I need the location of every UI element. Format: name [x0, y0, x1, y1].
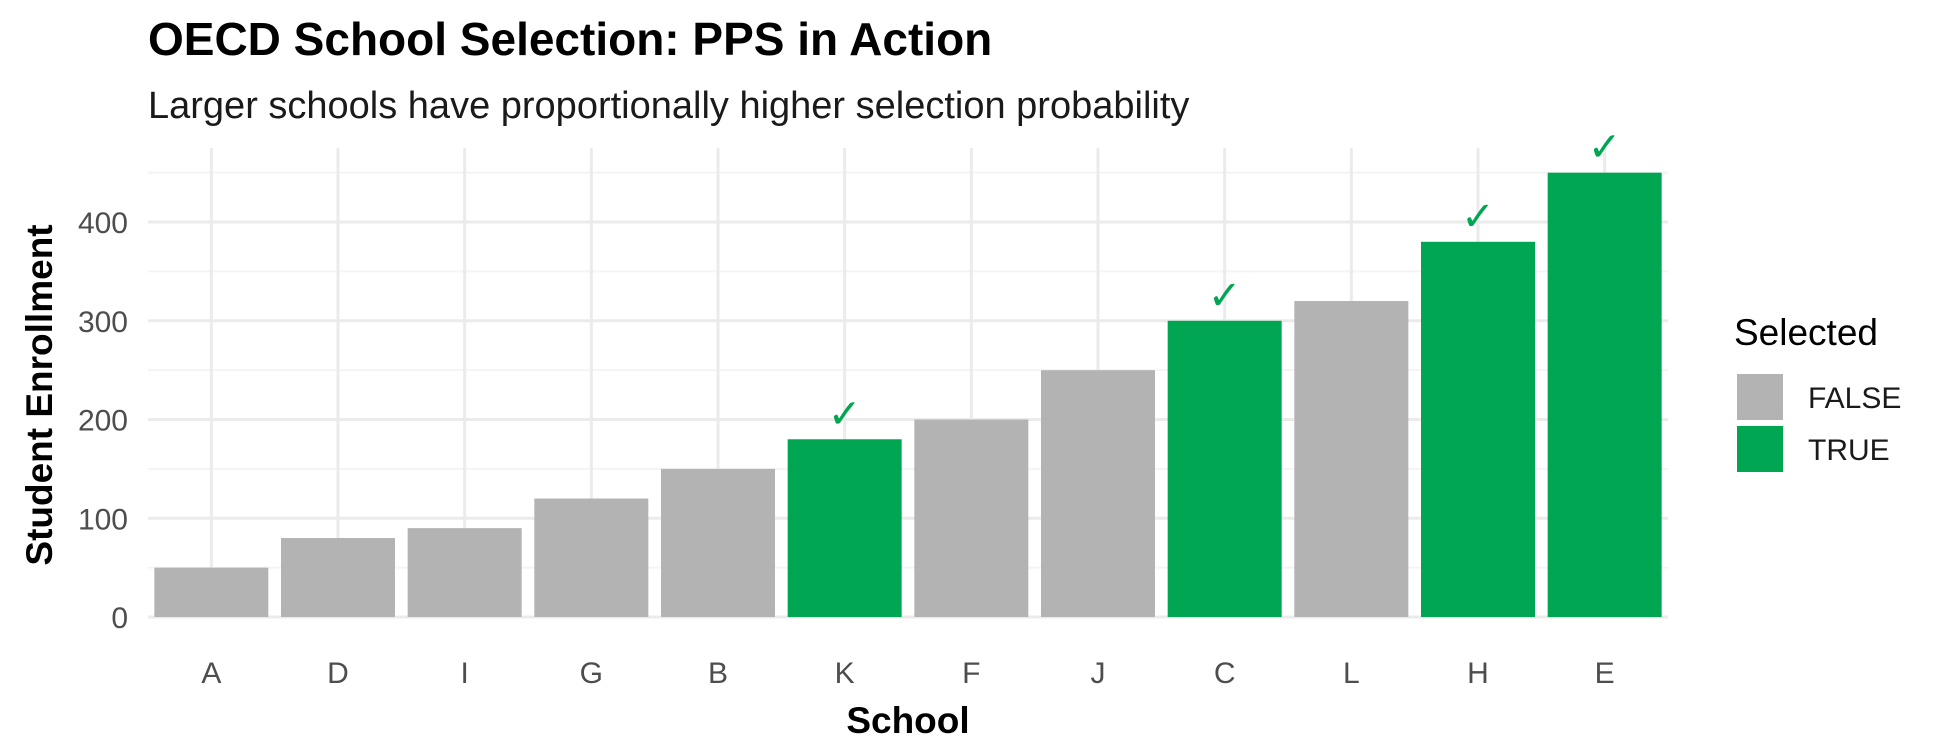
bar-K	[787, 439, 902, 617]
y-tick-label-0: 0	[111, 602, 128, 635]
selected-check-E: ✓	[1588, 125, 1622, 171]
bars	[154, 172, 1662, 618]
y-axis-title: Student Enrollment	[19, 224, 60, 565]
y-axis: 0 100 200 300 400	[78, 207, 128, 635]
x-tick-label-H: H	[1467, 657, 1489, 690]
x-axis-title: School	[846, 700, 969, 741]
chart-subtitle: Larger schools have proportionally highe…	[148, 85, 1189, 127]
bar-A	[154, 567, 269, 617]
legend: Selected FALSE TRUE	[1734, 312, 1901, 472]
bar-I	[407, 528, 522, 617]
chart-title: OECD School Selection: PPS in Action	[148, 13, 992, 65]
legend-label-true: TRUE	[1808, 434, 1890, 467]
x-tick-label-D: D	[327, 657, 349, 690]
legend-label-false: FALSE	[1808, 382, 1901, 415]
x-tick-label-C: C	[1214, 657, 1236, 690]
bar-L	[1294, 301, 1409, 617]
legend-title: Selected	[1734, 312, 1878, 353]
x-tick-label-A: A	[201, 657, 221, 690]
bar-E	[1547, 172, 1662, 617]
selected-check-C: ✓	[1208, 273, 1242, 319]
selected-check-K: ✓	[828, 391, 862, 437]
y-tick-label-200: 200	[78, 405, 128, 438]
legend-swatch-true	[1737, 426, 1783, 472]
bar-C	[1167, 320, 1282, 617]
selected-marks: ✓ ✓ ✓ ✓	[828, 125, 1622, 438]
bar-F	[914, 419, 1029, 617]
x-tick-label-I: I	[460, 657, 468, 690]
legend-swatch-false	[1737, 374, 1783, 420]
x-tick-label-K: K	[835, 657, 855, 690]
x-tick-label-F: F	[962, 657, 980, 690]
x-tick-label-B: B	[708, 657, 728, 690]
x-tick-label-G: G	[580, 657, 603, 690]
bar-J	[1041, 370, 1155, 617]
x-tick-label-L: L	[1343, 657, 1360, 690]
bar-G	[534, 498, 649, 617]
x-tick-label-E: E	[1595, 657, 1615, 690]
y-tick-label-100: 100	[78, 503, 128, 536]
y-tick-label-400: 400	[78, 207, 128, 240]
bar-B	[661, 468, 775, 617]
selected-check-H: ✓	[1461, 194, 1495, 240]
y-tick-label-300: 300	[78, 306, 128, 339]
x-tick-label-J: J	[1091, 657, 1106, 690]
bar-D	[281, 538, 395, 617]
bar-H	[1421, 241, 1535, 618]
